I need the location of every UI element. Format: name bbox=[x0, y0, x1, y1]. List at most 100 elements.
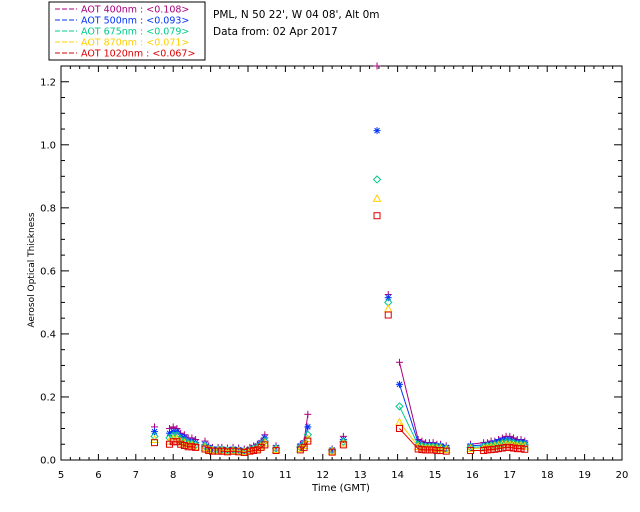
x-tick-label: 11 bbox=[279, 470, 292, 481]
data-point bbox=[498, 438, 507, 448]
series-1 bbox=[151, 127, 529, 455]
series-line bbox=[470, 446, 525, 452]
y-tick-label: 0.2 bbox=[40, 392, 56, 403]
data-point bbox=[521, 445, 529, 453]
data-point bbox=[501, 438, 511, 447]
y-tick-label: 0.4 bbox=[40, 329, 56, 340]
data-point bbox=[223, 446, 232, 455]
data-point bbox=[246, 447, 254, 455]
data-point bbox=[513, 445, 521, 453]
series-0 bbox=[151, 62, 529, 453]
series-3 bbox=[150, 193, 530, 456]
data-point bbox=[429, 446, 437, 454]
data-point bbox=[491, 445, 499, 453]
data-point bbox=[260, 436, 270, 446]
data-point bbox=[395, 417, 404, 426]
data-point bbox=[151, 439, 158, 447]
axis-ticks: 5 6 7 8 9 10 11 12 13 14 15 16 17 18 19 20 0.0 0.2 0.4 0.6 0… bbox=[40, 65, 629, 481]
legend-label: AOT 675nm : <0.079> bbox=[81, 27, 189, 38]
data-marks bbox=[150, 62, 530, 456]
data-point bbox=[184, 443, 192, 451]
data-point bbox=[483, 446, 491, 454]
chart-title: PML, N 50 22', W 04 08', Alt 0m bbox=[213, 9, 380, 21]
data-point bbox=[487, 446, 495, 454]
y-axis-label: Aerosol Optical Thickness bbox=[27, 212, 37, 328]
data-point bbox=[327, 446, 337, 455]
data-point bbox=[271, 445, 281, 454]
series-line bbox=[399, 428, 447, 452]
data-point bbox=[384, 294, 392, 302]
data-point bbox=[272, 447, 280, 455]
data-point bbox=[214, 447, 222, 455]
x-tick-label: 14 bbox=[391, 470, 404, 481]
data-point bbox=[510, 444, 518, 452]
series-line bbox=[398, 362, 447, 447]
y-tick-label: 0.8 bbox=[40, 203, 56, 214]
data-point bbox=[260, 438, 270, 447]
data-point bbox=[442, 447, 450, 455]
data-point bbox=[436, 444, 445, 453]
data-point bbox=[506, 443, 514, 451]
data-point bbox=[304, 437, 312, 445]
data-point bbox=[217, 445, 227, 455]
data-point bbox=[304, 423, 312, 431]
data-point bbox=[339, 441, 347, 449]
data-point bbox=[466, 444, 475, 453]
data-point bbox=[480, 447, 488, 455]
series-4 bbox=[151, 212, 529, 456]
data-point bbox=[372, 193, 382, 202]
y-tick-label: 0.0 bbox=[40, 456, 56, 467]
legend-box bbox=[48, 1, 206, 61]
data-point bbox=[495, 445, 503, 453]
data-point bbox=[191, 441, 200, 450]
data-point bbox=[250, 447, 258, 455]
data-point bbox=[234, 446, 243, 455]
data-point bbox=[395, 380, 403, 388]
x-tick-label: 12 bbox=[316, 470, 329, 481]
data-point bbox=[502, 443, 510, 451]
data-point bbox=[425, 446, 433, 454]
data-point bbox=[228, 445, 238, 455]
data-point bbox=[372, 175, 382, 184]
data-point bbox=[467, 447, 475, 455]
legend-label: AOT 1020nm : <0.067> bbox=[81, 49, 195, 60]
x-axis-label: Time (GMT) bbox=[311, 483, 370, 494]
x-tick-label: 7 bbox=[133, 470, 139, 481]
data-point bbox=[328, 448, 336, 456]
chart-subtitle: Data from: 02 Apr 2017 bbox=[213, 26, 338, 38]
data-point bbox=[180, 442, 188, 450]
data-point bbox=[373, 212, 381, 220]
data-point bbox=[384, 311, 392, 319]
x-tick-label: 10 bbox=[242, 470, 255, 481]
data-point bbox=[373, 62, 381, 70]
y-tick-label: 1.0 bbox=[40, 140, 56, 151]
data-point bbox=[339, 438, 348, 447]
series-line bbox=[398, 384, 447, 448]
data-point bbox=[395, 358, 403, 366]
x-tick-label: 8 bbox=[170, 470, 176, 481]
x-tick-label: 19 bbox=[578, 470, 591, 481]
x-tick-label: 16 bbox=[466, 470, 479, 481]
data-point bbox=[339, 437, 348, 446]
data-point bbox=[177, 440, 185, 448]
data-point bbox=[261, 441, 269, 449]
x-tick-label: 17 bbox=[503, 470, 516, 481]
data-point bbox=[383, 304, 393, 313]
data-point bbox=[433, 447, 441, 455]
legend-label: AOT 870nm : <0.071> bbox=[81, 38, 189, 49]
data-point bbox=[418, 446, 426, 454]
plot-frame bbox=[60, 65, 623, 461]
data-point bbox=[300, 443, 308, 451]
data-point bbox=[517, 445, 525, 453]
legend-label: AOT 400nm : <0.108> bbox=[81, 5, 189, 16]
data-point bbox=[188, 443, 196, 451]
data-point bbox=[395, 402, 404, 411]
x-tick-label: 20 bbox=[616, 470, 629, 481]
x-tick-label: 13 bbox=[354, 470, 367, 481]
y-tick-label: 0.6 bbox=[40, 266, 56, 277]
data-point bbox=[200, 441, 210, 451]
x-tick-label: 5 bbox=[58, 470, 64, 481]
data-point bbox=[201, 445, 209, 453]
data-point bbox=[498, 444, 506, 452]
